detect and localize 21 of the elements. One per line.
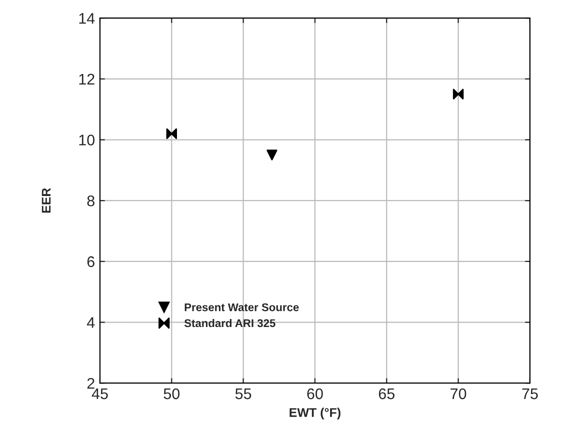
y-axis-title: EER	[42, 188, 51, 213]
x-tick-label: 50	[164, 388, 180, 400]
point	[166, 128, 177, 140]
y-tick-label: 2	[87, 378, 94, 389]
y-tick-label: 14	[79, 13, 95, 24]
point	[452, 88, 464, 100]
x-tick-label: 45	[92, 388, 108, 400]
y-tick-label: 10	[79, 134, 95, 146]
x-tick-label: 55	[235, 388, 252, 400]
y-tick-label: 4	[86, 317, 95, 328]
y-tick-label: 6	[87, 256, 94, 268]
x-tick-label: 70	[450, 388, 466, 400]
legend-label: Present Water Source	[184, 303, 299, 312]
x-tick-label: 75	[522, 388, 538, 400]
y-tick-label: 8	[87, 195, 94, 206]
y-tick-label: 12	[79, 74, 94, 84]
legend-label: Standard ARI 325	[184, 318, 276, 328]
x-tick-label: 65	[378, 388, 394, 400]
point	[266, 150, 278, 160]
x-axis-title: EWT (°F)	[290, 408, 340, 420]
x-tick-label: 60	[307, 388, 323, 400]
